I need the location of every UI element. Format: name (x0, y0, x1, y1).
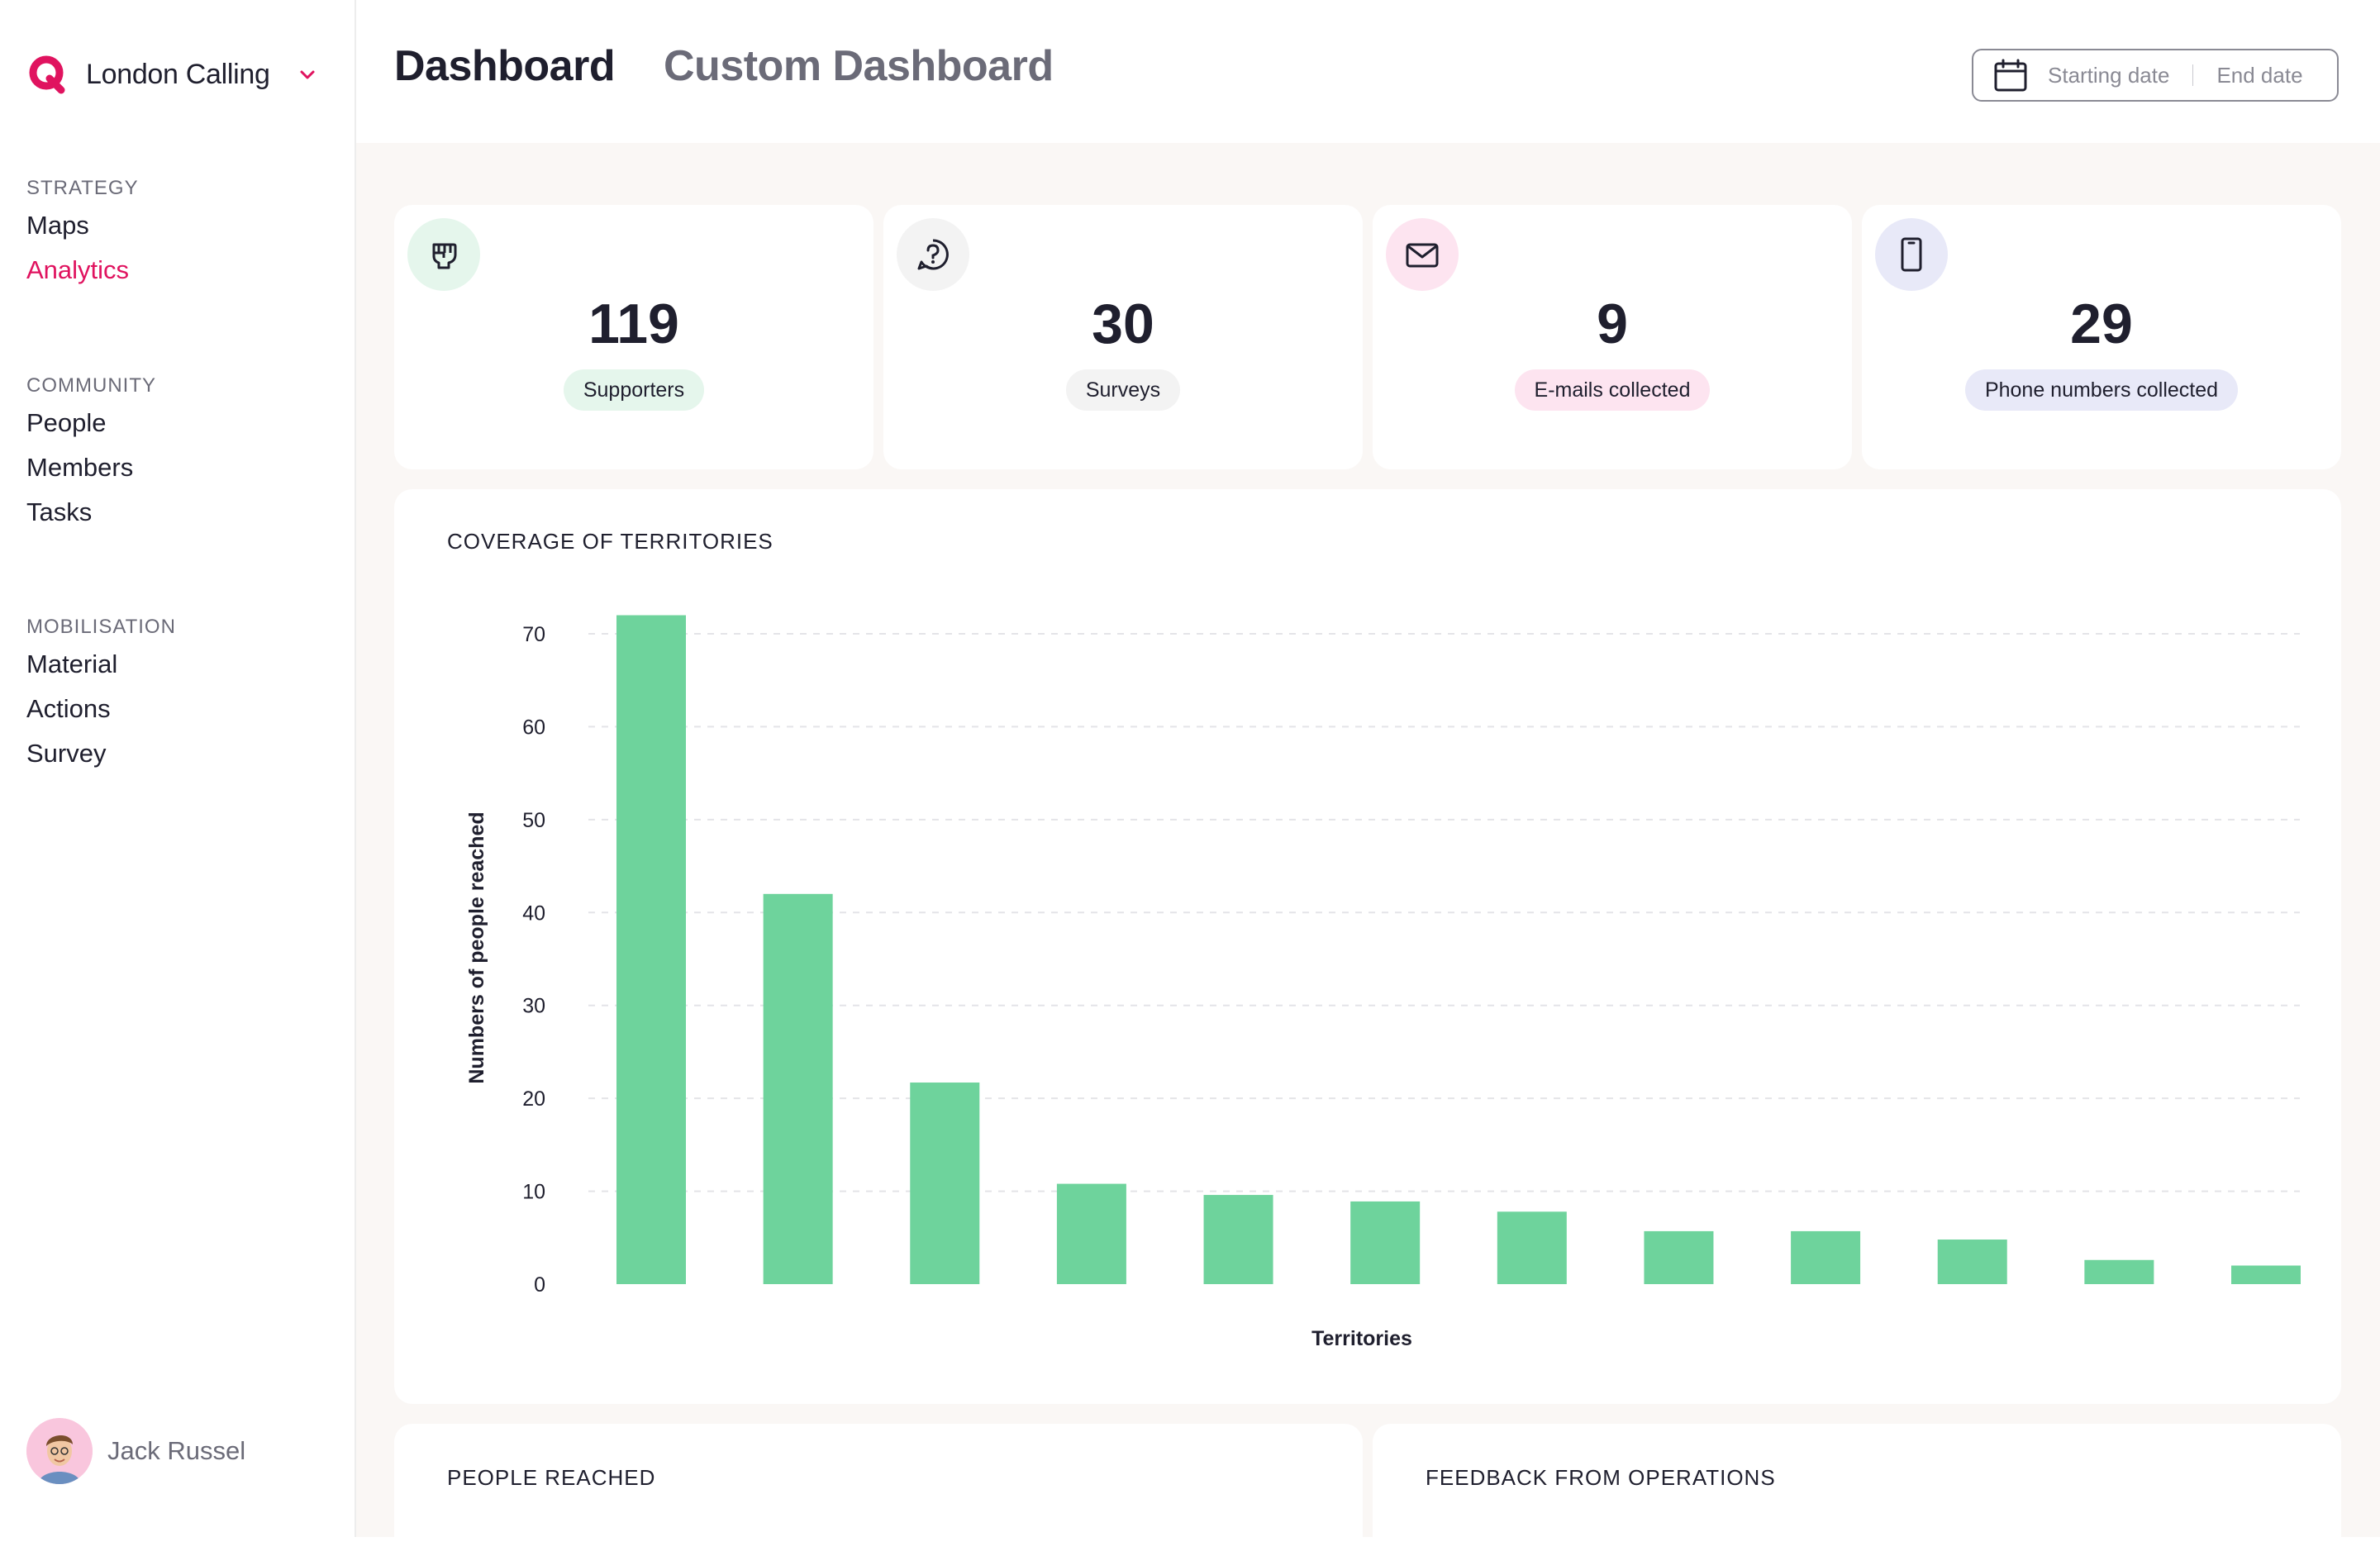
feedback-card: FEEDBACK FROM OPERATIONS (1373, 1424, 2341, 1556)
bar[interactable] (910, 1083, 980, 1284)
end-date-field[interactable]: End date (2216, 62, 2303, 88)
avatar (26, 1418, 93, 1484)
y-tick-label: 30 (522, 995, 545, 1018)
stat-label: Surveys (1065, 369, 1181, 411)
bar[interactable] (2084, 1259, 2154, 1284)
tab-dashboard[interactable]: Dashboard (394, 42, 616, 90)
mail-icon (1386, 218, 1459, 291)
chevron-down-icon[interactable] (298, 65, 317, 83)
org-switcher[interactable]: London Calling (26, 50, 317, 99)
nav-section-mobilisation: MOBILISATION Material Actions Survey (26, 612, 176, 776)
date-separator (2192, 64, 2194, 86)
bar[interactable] (1203, 1195, 1273, 1284)
sidebar-item-actions[interactable]: Actions (26, 694, 111, 723)
stat-value: 29 (2070, 293, 2133, 355)
people-reached-title: PEOPLE REACHED (447, 1465, 656, 1490)
x-axis-label: Territories (1311, 1327, 1412, 1350)
nav-heading: COMMUNITY (26, 374, 156, 397)
stat-value: 30 (1092, 293, 1154, 355)
start-date-field[interactable]: Starting date (2048, 62, 2170, 88)
tab-custom-dashboard[interactable]: Custom Dashboard (664, 42, 1054, 90)
coverage-chart-card: COVERAGE OF TERRITORIES 0 10 20 30 40 50 60 70 … (394, 489, 2341, 1404)
org-name: London Calling (86, 58, 270, 90)
nav-heading: MOBILISATION (26, 616, 176, 638)
y-tick-label: 20 (522, 1087, 545, 1111)
bar[interactable] (616, 615, 686, 1284)
stat-label: E-mails collected (1514, 369, 1711, 411)
bar[interactable] (763, 893, 833, 1284)
stat-card-phone-numbers: 29 Phone numbers collected (1862, 205, 2341, 469)
bar[interactable] (1644, 1230, 1714, 1284)
nav-section-community: COMMUNITY People Members Tasks (26, 371, 156, 535)
y-tick-label: 50 (522, 809, 545, 832)
y-axis-label: Numbers of people reached (465, 811, 488, 1083)
phone-icon (1875, 218, 1948, 291)
stat-label: Supporters (563, 369, 705, 411)
header: Dashboard Custom Dashboard Starting date… (356, 0, 2380, 143)
y-tick-label: 0 (534, 1273, 545, 1297)
bar[interactable] (2231, 1265, 2301, 1284)
coverage-bar-chart: 0 10 20 30 40 50 60 70 Numbers of people reache… (465, 615, 2301, 1350)
question-chat-icon (897, 218, 969, 291)
chart-title: COVERAGE OF TERRITORIES (447, 529, 774, 554)
bar[interactable] (1350, 1201, 1421, 1284)
y-tick-label: 60 (522, 716, 545, 739)
bar[interactable] (1791, 1230, 1861, 1284)
user-profile[interactable]: Jack Russel (26, 1418, 245, 1484)
bar[interactable] (1056, 1183, 1126, 1284)
stat-card-supporters: 119 Supporters (394, 205, 873, 469)
y-tick-label: 10 (522, 1181, 545, 1204)
sidebar: London Calling STRATEGY Maps Analytics C… (0, 0, 356, 1537)
stat-card-surveys: 30 Surveys (883, 205, 1363, 469)
main-content: 119 Supporters 30 Surveys 9 E-mails coll… (356, 143, 2380, 1556)
stat-label: Phone numbers collected (1964, 369, 2239, 411)
people-reached-card: PEOPLE REACHED (394, 1424, 1363, 1556)
sidebar-item-tasks[interactable]: Tasks (26, 497, 93, 526)
stat-value: 9 (1597, 293, 1628, 355)
sidebar-item-people[interactable]: People (26, 408, 107, 437)
sidebar-item-members[interactable]: Members (26, 453, 134, 482)
logo-icon (29, 55, 65, 94)
nav-section-strategy: STRATEGY Maps Analytics (26, 174, 139, 293)
y-tick-label: 40 (522, 902, 545, 925)
sidebar-item-maps[interactable]: Maps (26, 211, 89, 240)
y-tick-label: 70 (522, 623, 545, 646)
feedback-title: FEEDBACK FROM OPERATIONS (1426, 1465, 1776, 1490)
nav-heading: STRATEGY (26, 177, 139, 199)
bar[interactable] (1497, 1211, 1567, 1284)
stat-value: 119 (588, 293, 679, 355)
sidebar-item-material[interactable]: Material (26, 650, 118, 678)
stat-card-emails: 9 E-mails collected (1373, 205, 1852, 469)
calendar-icon[interactable] (1993, 58, 2028, 93)
sidebar-item-analytics[interactable]: Analytics (26, 255, 130, 284)
bar[interactable] (1937, 1240, 2007, 1284)
date-range-picker[interactable]: Starting date End date (1972, 49, 2339, 102)
sidebar-item-survey[interactable]: Survey (26, 739, 107, 768)
user-name: Jack Russel (107, 1436, 246, 1465)
fist-icon (407, 218, 480, 291)
